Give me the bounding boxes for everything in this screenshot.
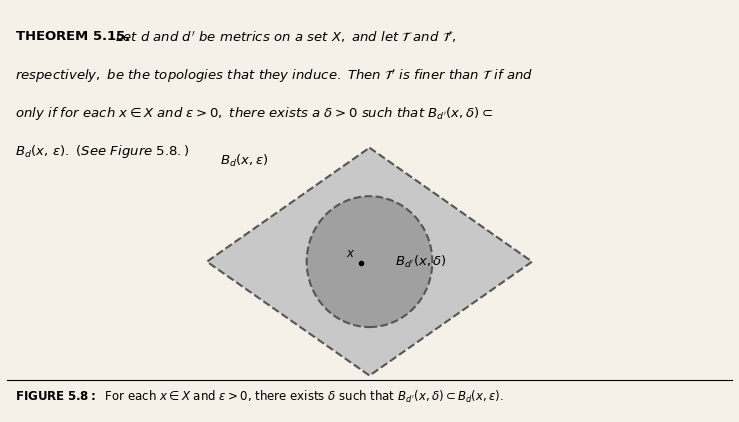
Ellipse shape [307, 196, 432, 327]
Text: $\mathbf{FIGURE\ 5.8:}$  For each $x \in X$ and $\varepsilon > 0$, there exists : $\mathbf{FIGURE\ 5.8:}$ For each $x \in … [15, 389, 504, 405]
Text: $x$: $x$ [346, 246, 355, 260]
Text: $\mathbf{THEOREM\ 5.15.}$: $\mathbf{THEOREM\ 5.15.}$ [15, 30, 130, 43]
Polygon shape [207, 148, 532, 376]
Text: $\it{respectively,\ be\ the\ topologies\ that\ they\ induce.\ Then\ \mathcal{T}': $\it{respectively,\ be\ the\ topologies\… [15, 68, 533, 85]
Text: $\it{B_d(x,\,\varepsilon).\ (See\ Figure\ 5.8.)}$: $\it{B_d(x,\,\varepsilon).\ (See\ Figure… [15, 143, 189, 160]
Text: $B_d(x,\varepsilon)$: $B_d(x,\varepsilon)$ [219, 153, 268, 169]
Text: $\it{Let\ d\ and\ d'\ be\ metrics\ on\ a\ set\ X,\ and\ let\ \mathcal{T}\ and\ \: $\it{Let\ d\ and\ d'\ be\ metrics\ on\ a… [115, 30, 456, 45]
Text: $\it{only\ if\ for\ each\ x \in X\ and\ \varepsilon > 0,\ there\ exists\ a\ \del: $\it{only\ if\ for\ each\ x \in X\ and\ … [15, 106, 493, 122]
Text: $B_{d'}(x,\delta)$: $B_{d'}(x,\delta)$ [395, 254, 447, 270]
